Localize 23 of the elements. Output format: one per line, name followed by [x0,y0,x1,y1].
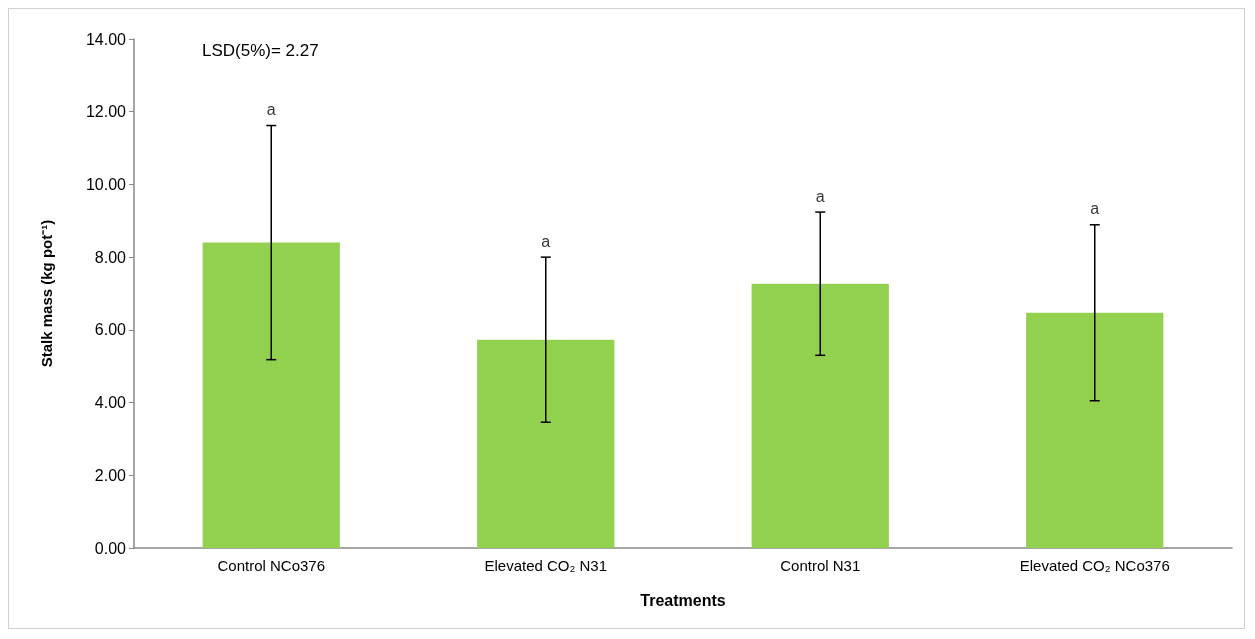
bar [1026,312,1164,548]
y-tick-label: 14.00 [85,30,127,48]
y-tick-label: 0.00 [94,539,127,557]
x-tick-label: Control NCo376 [217,557,326,574]
annotation: a [815,187,825,205]
annotation: LSD(5%)= 2.27 [202,41,319,60]
y-tick-label: 8.00 [94,248,127,266]
x-tick-label: Control N31 [780,557,861,574]
bar [202,242,340,548]
annotation: a [541,232,551,250]
y-axis-title: Stalk mass (kg pot⁻¹) [38,219,55,368]
y-tick-label: 2.00 [94,466,127,484]
y-tick-label: 6.00 [94,321,127,339]
x-tick-label: Elevated CO₂ N31 [484,557,608,574]
y-tick-label: 12.00 [85,103,127,121]
x-tick-label: Elevated CO₂ NCo376 [1019,557,1170,574]
y-tick-label: 4.00 [94,394,127,412]
bar [751,283,889,548]
x-axis-title: Treatments [640,591,726,609]
annotation: a [266,101,276,119]
annotation: a [1090,200,1100,218]
bar [477,339,615,548]
y-tick-label: 10.00 [85,175,127,193]
